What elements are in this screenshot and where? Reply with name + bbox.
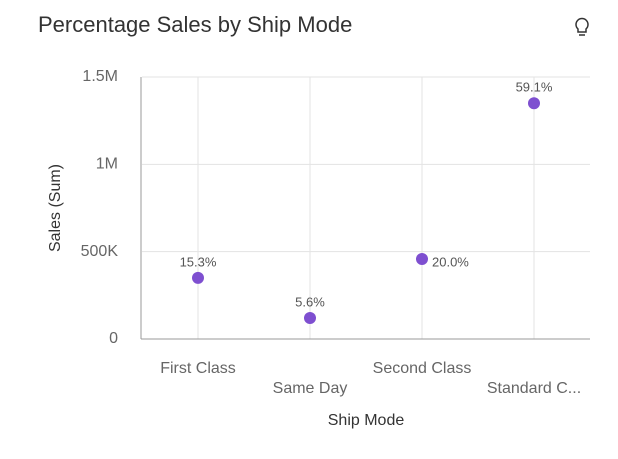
dot — [304, 312, 316, 325]
x-tick-label: Same Day — [273, 380, 348, 397]
y-tick-label: 0 — [109, 330, 118, 347]
y-tick-label: 500K — [81, 243, 119, 260]
y-tick-label: 1.5M — [82, 68, 118, 85]
data-label: 5.6% — [295, 294, 325, 309]
y-axis-label: Sales (Sum) — [47, 164, 64, 252]
x-tick-label: Standard C... — [487, 380, 581, 397]
data-label: 59.1% — [516, 80, 553, 95]
data-label: 15.3% — [180, 254, 217, 269]
dot — [192, 271, 204, 284]
x-tick-label: Second Class — [373, 360, 472, 377]
dot — [416, 253, 428, 266]
dot — [528, 97, 540, 110]
data-label: 20.0% — [432, 254, 469, 269]
x-axis-label: Ship Mode — [328, 412, 405, 429]
x-tick-label: First Class — [160, 360, 236, 377]
bulb — [575, 17, 589, 33]
y-tick-label: 1M — [96, 156, 118, 173]
insight-icon[interactable] — [575, 17, 589, 36]
chart-title: Percentage Sales by Ship Mode — [38, 12, 352, 37]
